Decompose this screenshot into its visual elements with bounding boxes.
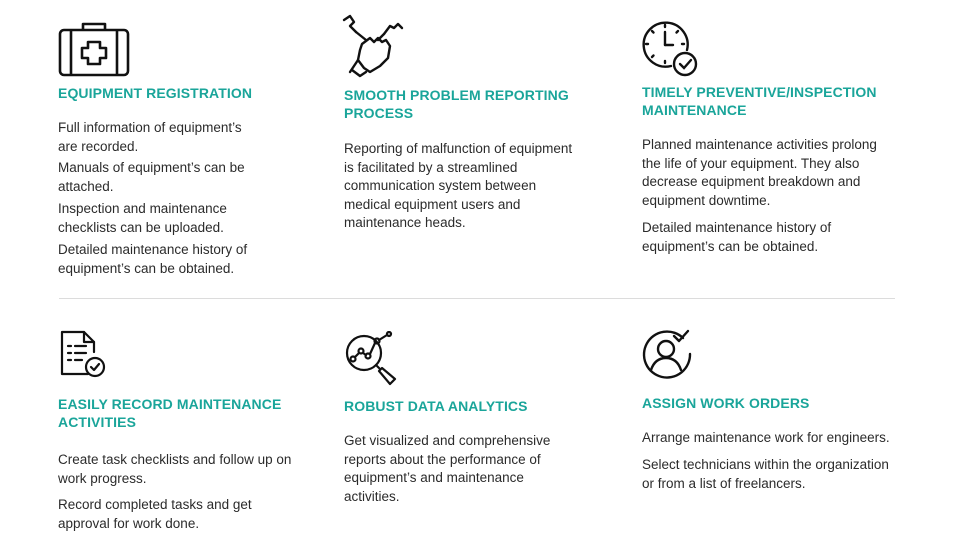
feature-text: Create task checklists and follow up on …: [58, 452, 292, 486]
feature-text: Get visualized and comprehensive reports…: [344, 433, 551, 504]
user-check-icon: [641, 329, 693, 381]
feature-text: Manuals of equipment’s can be attached.: [58, 160, 245, 194]
magnifier-analytics-icon: [342, 331, 400, 389]
feature-text: Record completed tasks and get approval …: [58, 497, 252, 531]
feature-text: Select technicians within the organizati…: [642, 457, 889, 491]
feature-title: ASSIGN WORK ORDERS: [642, 395, 810, 411]
feature-title: TIMELY PREVENTIVE/INSPECTION MAINTENANCE: [642, 84, 877, 118]
first-aid-kit-icon: [57, 20, 131, 78]
feature-text: Detailed maintenance history of equipmen…: [58, 242, 248, 276]
feature-text: Arrange maintenance work for engineers.: [642, 430, 890, 445]
checklist-document-icon: [58, 330, 108, 380]
hand-wrench-icon: [340, 14, 406, 80]
feature-title: EQUIPMENT REGISTRATION: [58, 85, 253, 101]
feature-text: Detailed maintenance history of equipmen…: [642, 220, 832, 254]
feature-text: Planned maintenance activities prolong t…: [642, 137, 877, 208]
clock-check-icon: [641, 20, 701, 80]
feature-title: EASILY RECORD MAINTENANCE ACTIVITIES: [58, 396, 282, 430]
feature-text: Reporting of malfunction of equipment is…: [344, 141, 573, 230]
section-divider: [59, 298, 895, 299]
feature-title: SMOOTH PROBLEM REPORTING PROCESS: [344, 87, 569, 121]
feature-title: ROBUST DATA ANALYTICS: [344, 398, 528, 414]
feature-text: Inspection and maintenance checklists ca…: [58, 201, 227, 235]
feature-text: Full information of equipment’s are reco…: [58, 120, 242, 154]
